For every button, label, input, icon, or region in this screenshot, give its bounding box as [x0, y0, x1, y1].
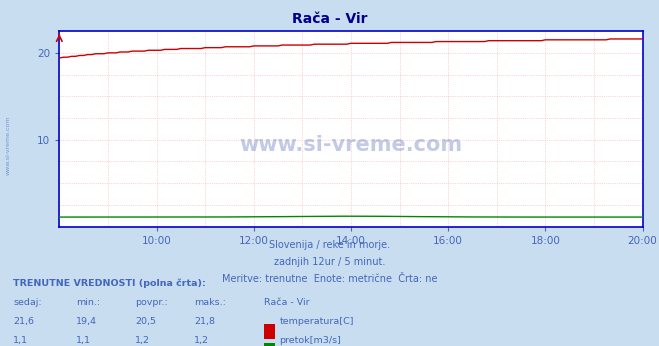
Text: maks.:: maks.:: [194, 298, 226, 307]
Text: www.si-vreme.com: www.si-vreme.com: [239, 135, 463, 155]
Text: temperatura[C]: temperatura[C]: [279, 317, 354, 326]
Text: povpr.:: povpr.:: [135, 298, 168, 307]
Text: www.si-vreme.com: www.si-vreme.com: [5, 116, 11, 175]
Text: pretok[m3/s]: pretok[m3/s]: [279, 336, 341, 345]
Text: 1,1: 1,1: [13, 336, 28, 345]
Text: Rača - Vir: Rača - Vir: [292, 12, 367, 26]
Text: Rača - Vir: Rača - Vir: [264, 298, 309, 307]
Text: Slovenija / reke in morje.: Slovenija / reke in morje.: [269, 240, 390, 251]
Text: 20,5: 20,5: [135, 317, 156, 326]
Text: 1,2: 1,2: [135, 336, 150, 345]
Text: 1,1: 1,1: [76, 336, 91, 345]
Text: 21,6: 21,6: [13, 317, 34, 326]
Text: 19,4: 19,4: [76, 317, 97, 326]
Text: sedaj:: sedaj:: [13, 298, 42, 307]
Text: TRENUTNE VREDNOSTI (polna črta):: TRENUTNE VREDNOSTI (polna črta):: [13, 279, 206, 288]
Text: zadnjih 12ur / 5 minut.: zadnjih 12ur / 5 minut.: [273, 257, 386, 267]
Text: min.:: min.:: [76, 298, 100, 307]
Text: 1,2: 1,2: [194, 336, 210, 345]
Text: 21,8: 21,8: [194, 317, 215, 326]
Text: Meritve: trenutne  Enote: metrične  Črta: ne: Meritve: trenutne Enote: metrične Črta: …: [221, 274, 438, 284]
